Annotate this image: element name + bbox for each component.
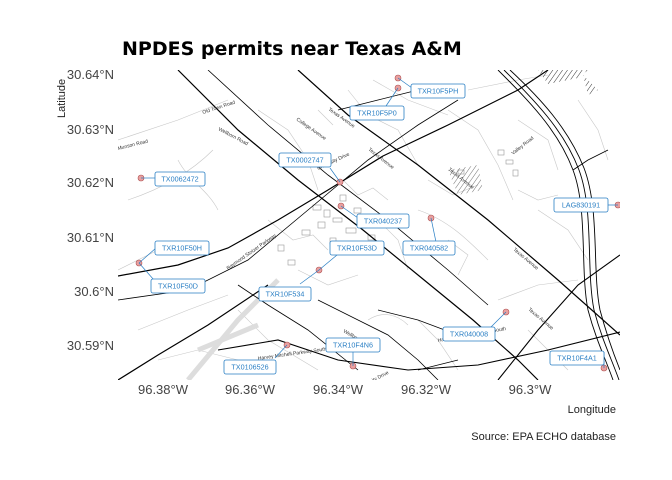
permit-label-TXR10F50D[interactable]: TXR10F50D [150, 278, 206, 294]
permit-label-text: TXR040582 [410, 244, 448, 253]
y-axis-label: Latitude [56, 78, 68, 118]
permit-label-TXR10F5P0[interactable]: TXR10F5P0 [349, 105, 405, 121]
permit-label-text: TXR040008 [450, 330, 488, 339]
x-tick-label: 96.34°W [312, 382, 363, 397]
permit-label-text: TX0106526 [231, 363, 268, 372]
basemap[interactable]: Old Town Road Wellborn Road College Aven… [118, 70, 620, 380]
permit-label-TXR040008[interactable]: TXR040008 [442, 326, 496, 342]
x-tick-label: 96.3°W [508, 382, 552, 397]
x-axis-label: Longitude [567, 404, 616, 416]
permit-label-TX0106526[interactable]: TX0106526 [223, 359, 277, 375]
permit-label-TXR040237[interactable]: TXR040237 [356, 213, 410, 229]
y-tick-label: 30.6°N [74, 284, 114, 299]
permit-label-text: TXR10F50D [158, 282, 198, 291]
leader-lines [138, 77, 618, 368]
permit-label-TX0002747[interactable]: TX0002747 [278, 152, 332, 168]
permit-label-text: TXR10F4N6 [333, 341, 373, 350]
permit-label-text: TXR10F4A1 [557, 354, 597, 363]
permit-label-TXR10F4A1[interactable]: TXR10F4A1 [549, 350, 605, 366]
permit-label-text: TXR10F534 [266, 290, 305, 299]
permit-label-TX0062472[interactable]: TX0062472 [154, 171, 206, 187]
permit-label-text: TX0002747 [286, 156, 323, 165]
permit-label-TXR040582[interactable]: TXR040582 [402, 240, 456, 256]
permit-label-text: LAG830191 [562, 201, 600, 210]
x-tick-label: 96.38°W [137, 382, 188, 397]
y-tick-label: 30.63°N [66, 122, 114, 137]
permit-label-TXR10F50H[interactable]: TXR10F50H [154, 240, 210, 256]
permit-label-text: TXR10F5P0 [357, 109, 397, 118]
y-tick-label: 30.59°N [66, 338, 114, 353]
highway-6 [497, 70, 620, 380]
y-tick-label: 30.62°N [66, 175, 114, 190]
permit-label-LAG830191[interactable]: LAG830191 [553, 197, 609, 213]
source-caption: Source: EPA ECHO database [471, 431, 616, 443]
permit-label-TXR10F53D[interactable]: TXR10F53D [329, 240, 385, 256]
x-tick-label: 96.36°W [224, 382, 275, 397]
map-title: NPDES permits near Texas A&M [122, 38, 462, 60]
permit-label-TXR10F5PH[interactable]: TXR10F5PH [410, 83, 466, 99]
permit-label-text: TXR10F50H [162, 244, 202, 253]
permit-label-TXR10F4N6[interactable]: TXR10F4N6 [325, 337, 381, 353]
hatched-areas [448, 70, 598, 195]
x-tick-label: 96.32°W [400, 382, 451, 397]
permit-label-TXR10F534[interactable]: TXR10F534 [258, 286, 312, 302]
y-tick-label: 30.64°N [66, 67, 114, 82]
y-tick-label: 30.61°N [66, 230, 114, 245]
permit-label-text: TXR10F5PH [418, 87, 459, 96]
permit-label-text: TX0062472 [161, 175, 198, 184]
permit-label-text: TXR10F53D [337, 244, 377, 253]
permit-label-text: TXR040237 [364, 217, 402, 226]
